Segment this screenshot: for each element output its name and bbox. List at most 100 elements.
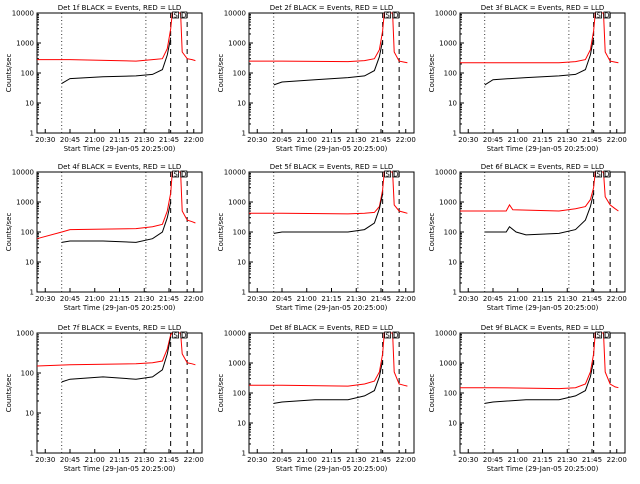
x-tick-label: 21:45 (582, 295, 602, 303)
x-tick-label: 20:30 (247, 456, 267, 464)
panel-title: Det 2f BLACK = Events, RED = LLD (270, 4, 393, 12)
y-tick-label: 1000 (439, 199, 457, 207)
detector-panel: Det 2f BLACK = Events, RED = LLD 1 10 100 10… (217, 4, 416, 153)
x-axis-label: Start Time (29-Jan-05 20:25:00) (64, 145, 176, 153)
x-tick-label: 21:45 (371, 295, 391, 303)
flag-marker-label: S (385, 332, 390, 340)
x-tick-label: 20:45 (272, 136, 292, 144)
flag-marker-label: D (393, 12, 398, 20)
y-tick-label: 10000 (224, 330, 246, 338)
flag-marker-box (603, 331, 611, 339)
x-tick-label: 21:00 (508, 456, 528, 464)
y-axis-label: Counts/sec (5, 54, 13, 93)
x-tick-label: 22:00 (396, 295, 416, 303)
y-tick-label: 100 (233, 229, 246, 237)
x-tick-label: 21:30 (346, 456, 366, 464)
flag-marker-box (603, 11, 611, 19)
y-tick-label: 1 (30, 130, 34, 138)
y-tick-label: 10 (237, 100, 246, 108)
flag-marker-box (595, 331, 602, 339)
y-axis-label: Counts/sec (428, 374, 436, 413)
panel-title: Det 9f BLACK = Events, RED = LLD (481, 324, 604, 332)
x-axis-label: Start Time (29-Jan-05 20:25:00) (487, 145, 599, 153)
y-tick-label: 100 (21, 70, 34, 78)
panel-title: Det 5f BLACK = Events, RED = LLD (270, 163, 393, 171)
panel-title: Det 7f BLACK = Events, RED = LLD (58, 324, 181, 332)
flag-marker-label: S (596, 171, 601, 179)
flag-marker-label: D (393, 171, 398, 179)
flag-marker-label: S (596, 332, 601, 340)
y-tick-label: 10 (25, 100, 34, 108)
x-tick-label: 22:00 (396, 136, 416, 144)
y-tick-label: 10000 (435, 330, 457, 338)
x-tick-label: 20:45 (60, 295, 80, 303)
y-tick-label: 100 (21, 370, 34, 378)
events-series-line (61, 201, 172, 243)
x-axis-label: Start Time (29-Jan-05 20:25:00) (64, 465, 176, 473)
events-series-line (273, 40, 384, 86)
detector-panel: Det 6f BLACK = Events, RED = LLD 1 10 100 10… (428, 163, 627, 312)
events-series-line (273, 360, 384, 404)
events-series-line (61, 37, 172, 84)
x-tick-label: 22:00 (184, 456, 204, 464)
flag-marker-label: S (385, 171, 390, 179)
y-axis-label: Counts/sec (5, 374, 13, 413)
y-axis-label: Counts/sec (217, 213, 225, 252)
flag-marker-label: S (173, 171, 178, 179)
flag-marker-label: D (604, 12, 609, 20)
y-tick-label: 100 (21, 229, 34, 237)
y-tick-label: 10000 (435, 10, 457, 18)
x-tick-label: 21:15 (532, 295, 552, 303)
y-tick-label: 1000 (16, 330, 34, 338)
flag-marker-box (180, 170, 188, 178)
x-tick-label: 21:45 (371, 456, 391, 464)
x-tick-label: 20:45 (60, 136, 80, 144)
flag-marker-label: S (173, 12, 178, 20)
x-tick-label: 20:30 (458, 456, 478, 464)
x-tick-label: 20:30 (35, 295, 55, 303)
flag-marker-box (595, 11, 602, 19)
x-tick-label: 21:30 (346, 136, 366, 144)
x-tick-label: 20:45 (483, 136, 503, 144)
x-tick-label: 20:30 (458, 295, 478, 303)
lld-series-line (37, 12, 196, 62)
x-axis-label: Start Time (29-Jan-05 20:25:00) (64, 304, 176, 312)
panel-title: Det 1f BLACK = Events, RED = LLD (58, 4, 181, 12)
x-tick-label: 20:45 (272, 295, 292, 303)
lld-series-line (460, 171, 619, 212)
y-tick-label: 1000 (16, 40, 34, 48)
x-tick-label: 21:45 (582, 456, 602, 464)
panel-title: Det 3f BLACK = Events, RED = LLD (481, 4, 604, 12)
y-tick-label: 1 (30, 450, 34, 458)
y-tick-label: 1 (453, 130, 457, 138)
panel-title: Det 6f BLACK = Events, RED = LLD (481, 163, 604, 171)
y-tick-label: 100 (233, 390, 246, 398)
detector-panel: Det 8f BLACK = Events, RED = LLD 1 10 100 10… (217, 324, 416, 473)
y-tick-label: 1000 (228, 40, 246, 48)
y-tick-label: 100 (444, 390, 457, 398)
y-tick-label: 1000 (439, 40, 457, 48)
flag-marker-box (172, 11, 180, 19)
x-tick-label: 21:00 (85, 295, 105, 303)
x-tick-label: 21:15 (321, 136, 341, 144)
flag-marker-label: S (173, 332, 178, 340)
x-tick-label: 21:15 (109, 295, 129, 303)
x-tick-label: 20:30 (35, 136, 55, 144)
detector-panel: Det 1f BLACK = Events, RED = LLD 1 10 100 10… (5, 4, 204, 153)
y-tick-label: 10000 (435, 169, 457, 177)
x-tick-label: 21:15 (321, 295, 341, 303)
lld-series-line (36, 332, 196, 367)
detector-panel: Det 3f BLACK = Events, RED = LLD 1 10 100 10… (428, 4, 627, 153)
x-tick-label: 22:00 (184, 295, 204, 303)
flag-marker-label: D (604, 332, 609, 340)
detector-panel: Det 9f BLACK = Events, RED = LLD 1 10 100 10… (428, 324, 627, 473)
x-tick-label: 22:00 (607, 456, 627, 464)
y-tick-label: 1000 (16, 199, 34, 207)
events-series-line (273, 194, 384, 234)
x-tick-label: 20:45 (483, 456, 503, 464)
flag-marker-label: D (181, 12, 186, 20)
x-tick-label: 20:30 (35, 456, 55, 464)
x-tick-label: 21:15 (532, 456, 552, 464)
